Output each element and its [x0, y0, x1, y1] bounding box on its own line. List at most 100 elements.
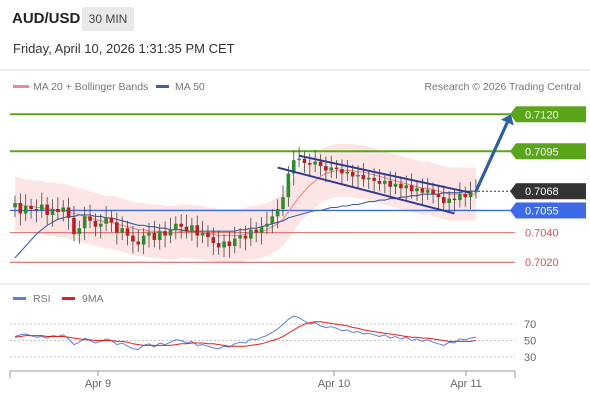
candle [297, 146, 301, 168]
candle [232, 226, 237, 254]
ma9-legend-swatch [62, 297, 75, 300]
channel-upper-line [298, 154, 471, 194]
level-label-box [516, 106, 586, 123]
projection-arrow-shaft [474, 121, 509, 192]
candle [409, 173, 414, 199]
candle [184, 214, 189, 239]
candle [66, 197, 71, 230]
candle [147, 223, 151, 248]
candle [152, 220, 157, 248]
candle [399, 176, 403, 198]
candle [318, 154, 323, 176]
rsi-tick-label: 30 [524, 352, 536, 364]
candle [447, 191, 451, 213]
rsi-panel: 70 50 30 [10, 315, 536, 364]
candle [361, 163, 366, 187]
candle [190, 217, 194, 241]
rsi-tick-label: 70 [524, 319, 536, 331]
level-label-pointer [510, 183, 516, 200]
candle [120, 216, 124, 241]
rsi-legend: RSI 9MA [13, 293, 104, 305]
chart-header: AUD/USD 30 MIN [0, 0, 590, 36]
candle [286, 166, 291, 207]
time-tick-label: Apr 11 [450, 378, 482, 390]
candle [131, 225, 135, 254]
rsi-line [14, 315, 477, 351]
price-level-labels: 0.7120 0.7095 0.7068 0.7055 0.7040 0.7020 [510, 106, 586, 269]
candle [216, 231, 221, 255]
candle [77, 220, 82, 244]
candle [345, 160, 350, 181]
ma20-legend-swatch [13, 85, 29, 88]
credit-text: Research © 2026 Trading Central [424, 81, 581, 93]
level-label-pointer [510, 202, 516, 219]
ma50-legend-label: MA 50 [175, 81, 205, 93]
candle [383, 173, 387, 194]
time-tick-label: Apr 9 [85, 378, 111, 390]
level-label-pointer [510, 106, 516, 123]
ma20-legend-label: MA 20 + Bollinger Bands [33, 81, 148, 93]
rsi-legend-swatch [13, 297, 26, 300]
candle [238, 228, 242, 249]
candle [72, 206, 76, 242]
time-axis: Apr 9 Apr 10 Apr 11 [85, 371, 482, 390]
candle [468, 181, 473, 209]
candle [458, 182, 462, 208]
candle [249, 217, 253, 246]
candle [23, 194, 28, 221]
channel-lower-line [277, 166, 455, 215]
candle [174, 216, 178, 240]
candle [463, 186, 468, 207]
chart-annotations [277, 114, 514, 215]
candle [136, 229, 141, 252]
rsi-legend-label: RSI [33, 293, 51, 305]
candle [340, 159, 344, 186]
candle [270, 208, 275, 234]
candle [109, 210, 114, 232]
candle [442, 185, 446, 211]
candle [40, 192, 44, 218]
candle [13, 195, 17, 218]
candle [157, 223, 162, 250]
candle [125, 220, 130, 246]
candle [313, 149, 317, 172]
candle [93, 213, 98, 237]
candle [115, 212, 119, 245]
candle [259, 217, 264, 245]
level-label-box [516, 202, 586, 219]
timestamp: Friday, April 10, 2026 1:31:35 PM CET [13, 41, 235, 56]
candle [195, 215, 200, 248]
rsi-9ma-line [14, 321, 477, 347]
candle [436, 184, 441, 209]
candle [200, 220, 205, 244]
level-label-pointer [510, 143, 516, 160]
level-label-0.7020: 0.7020 [525, 257, 559, 269]
candle [104, 206, 108, 232]
timeframe-button[interactable]: 30 MIN [82, 7, 134, 31]
candle [302, 151, 307, 173]
candle [431, 182, 435, 204]
candle [56, 197, 60, 220]
symbol-title: AUD/USD [12, 10, 81, 27]
candle [168, 217, 173, 244]
level-label-0.7055: 0.7055 [525, 205, 559, 217]
candle [206, 225, 210, 247]
candle [415, 180, 419, 201]
candle [34, 199, 39, 223]
level-label-0.7040: 0.7040 [525, 228, 559, 240]
candle [243, 225, 248, 251]
level-label-0.7120: 0.7120 [525, 109, 559, 121]
candle [45, 197, 49, 225]
candle [227, 231, 232, 258]
candle [29, 198, 33, 219]
candle [281, 185, 285, 217]
level-label-0.7068: 0.7068 [525, 186, 559, 198]
candle [265, 211, 269, 235]
level-label-box [516, 183, 586, 200]
candle [452, 189, 457, 212]
candle [50, 199, 55, 227]
candle [366, 170, 371, 189]
ma9-legend-label: 9MA [82, 293, 104, 305]
price-legend: MA 20 + Bollinger Bands MA 50 Research ©… [13, 81, 581, 93]
